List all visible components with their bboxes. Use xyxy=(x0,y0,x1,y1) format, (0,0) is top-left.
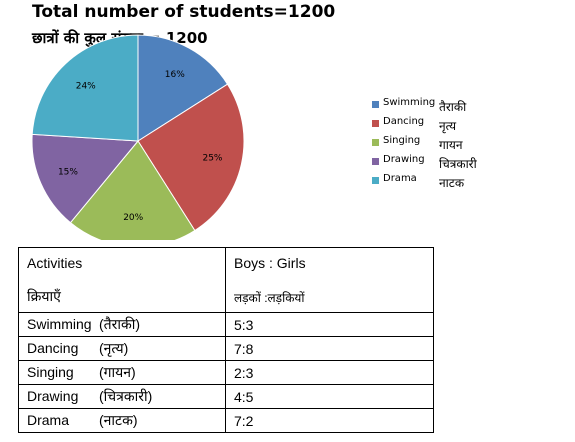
pie-slice-swimming xyxy=(137,34,229,142)
table-row: Drama (नाटक) 7:2 xyxy=(18,408,434,433)
legend-swatch xyxy=(372,120,379,127)
activity-name: Drawing xyxy=(27,388,79,404)
legend-label: Singing xyxy=(383,135,421,146)
activity-name-hindi: (तैराकी) xyxy=(99,316,141,332)
activity-cell: Singing (गायन) xyxy=(18,360,226,385)
pie-chart: 16% 25% 20% 15% 24% xyxy=(31,34,245,240)
slice-label-dancing: 25% xyxy=(202,154,222,164)
activity-cell: Swimming (तैराकी) xyxy=(18,312,226,337)
pie-slice-dancing xyxy=(137,83,245,232)
legend-swatch xyxy=(372,158,379,165)
activity-cell: Drawing (चित्रकारी) xyxy=(18,384,226,409)
activity-name: Drama xyxy=(27,412,70,428)
activity-cell: Drama (नाटक) xyxy=(18,408,226,433)
slice-label-drawing: 15% xyxy=(58,167,78,177)
activity-cell: Dancing (नृत्य) xyxy=(18,336,226,361)
table-header-row: Activities क्रियाएँ Boys : Girls लड़कों … xyxy=(18,247,434,313)
slice-label-drama: 24% xyxy=(76,81,96,91)
legend-label-hindi: तैराकी xyxy=(439,100,467,114)
activity-name-hindi: (चित्रकारी) xyxy=(99,388,153,404)
legend-label: Drawing xyxy=(383,154,425,165)
pie-slice-drama xyxy=(31,34,139,142)
chart-title: Total number of students=1200 xyxy=(32,2,336,22)
pie-slices xyxy=(31,34,245,240)
legend-label: Drama xyxy=(383,173,417,184)
header-activities: Activities क्रियाएँ xyxy=(18,247,226,313)
activity-name-hindi: (गायन) xyxy=(99,364,136,380)
legend-label-hindi: गायन xyxy=(439,138,463,152)
legend-label: Dancing xyxy=(383,116,425,127)
table-row: Singing (गायन) 2:3 xyxy=(18,360,434,385)
header-ratio-label-hindi: लड़कों :लड़कियों xyxy=(234,291,305,305)
header-activities-label-hindi: क्रियाएँ xyxy=(27,288,61,304)
pie-slice-labels: 16% 25% 20% 15% 24% xyxy=(58,70,223,223)
legend-item-drawing: Drawing चित्रकारी xyxy=(372,153,572,172)
activity-name: Swimming xyxy=(27,316,92,332)
legend-swatch xyxy=(372,139,379,146)
legend-item-swimming: Swimming तैराकी xyxy=(372,96,572,115)
legend-label-hindi: चित्रकारी xyxy=(439,157,477,171)
legend-item-singing: Singing गायन xyxy=(372,134,572,153)
header-ratio: Boys : Girls लड़कों :लड़कियों xyxy=(225,247,434,313)
legend-item-dancing: Dancing नृत्य xyxy=(372,115,572,134)
table-row: Dancing (नृत्य) 7:8 xyxy=(18,336,434,361)
legend-item-drama: Drama नाटक xyxy=(372,172,572,191)
legend-label-hindi: नाटक xyxy=(439,176,465,190)
legend-swatch xyxy=(372,177,379,184)
chart-legend: Swimming तैराकी Dancing नृत्य Singing गा… xyxy=(372,96,572,191)
legend-label: Swimming xyxy=(383,97,436,108)
slice-label-swimming: 16% xyxy=(165,70,185,80)
table-row: Drawing (चित्रकारी) 4:5 xyxy=(18,384,434,409)
ratio-cell: 2:3 xyxy=(225,360,434,385)
legend-swatch xyxy=(372,101,379,108)
ratio-cell: 4:5 xyxy=(225,384,434,409)
activity-name: Dancing xyxy=(27,340,79,356)
table-row: Swimming (तैराकी) 5:3 xyxy=(18,312,434,337)
ratio-table: Activities क्रियाएँ Boys : Girls लड़कों … xyxy=(18,247,434,433)
legend-label-hindi: नृत्य xyxy=(439,119,457,133)
ratio-cell: 7:8 xyxy=(225,336,434,361)
activity-name-hindi: (नृत्य) xyxy=(99,340,129,356)
activity-name-hindi: (नाटक) xyxy=(99,412,138,428)
header-activities-label: Activities xyxy=(27,255,83,271)
pie-slice-singing xyxy=(69,140,196,240)
slice-label-singing: 20% xyxy=(123,213,143,223)
pie-slice-drawing xyxy=(31,133,140,224)
header-ratio-label: Boys : Girls xyxy=(234,255,306,271)
activity-name: Singing xyxy=(27,364,74,380)
ratio-cell: 7:2 xyxy=(225,408,434,433)
ratio-cell: 5:3 xyxy=(225,312,434,337)
